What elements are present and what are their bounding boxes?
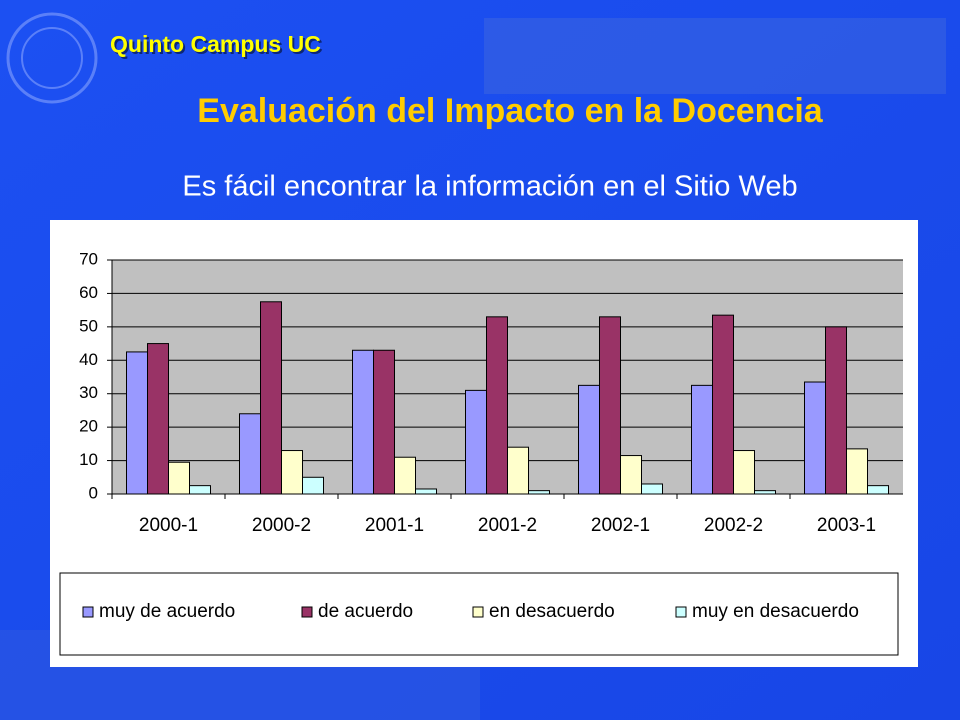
- bar: [302, 476, 324, 495]
- bar: [465, 389, 487, 495]
- x-tick-label: 2002-1: [591, 515, 650, 536]
- brand: Quinto Campus UC: [110, 31, 321, 57]
- x-tick-label: 2002-2: [704, 515, 763, 536]
- x-tick-label: 2000-2: [252, 515, 311, 536]
- y-tick-label: 30: [79, 383, 98, 402]
- legend: [59, 572, 899, 656]
- bar: [528, 490, 550, 495]
- chart-title: Es fácil encontrar la información en el …: [182, 171, 797, 203]
- brand-shadow: Quinto Campus UC: [112, 33, 323, 59]
- bar: [867, 485, 889, 495]
- y-tick-label: 50: [79, 316, 98, 335]
- y-tick-label: 70: [79, 249, 98, 268]
- bar: [486, 316, 508, 495]
- x-tick-label: 2000-1: [139, 515, 198, 536]
- x-tick-label: 2001-2: [478, 515, 537, 536]
- bar: [373, 349, 395, 495]
- legend-swatch: [82, 606, 94, 618]
- bar: [394, 456, 416, 495]
- bar: [825, 326, 847, 495]
- legend-label: muy en desacuerdo: [692, 601, 859, 622]
- bar: [733, 450, 755, 495]
- bar: [352, 349, 374, 495]
- bar: [126, 351, 148, 495]
- bar: [168, 461, 190, 495]
- legend-swatch: [675, 606, 687, 618]
- bar: [260, 301, 282, 495]
- bar: [754, 490, 776, 495]
- bar: [507, 446, 529, 495]
- slide-title: Evaluación del Impacto en la Docencia: [197, 92, 824, 130]
- bar: [281, 450, 303, 495]
- bar: [189, 485, 211, 495]
- y-tick-label: 60: [79, 283, 98, 302]
- y-tick-label: 40: [79, 350, 98, 369]
- x-tick-label: 2001-1: [365, 515, 424, 536]
- bar: [641, 483, 663, 495]
- bar: [846, 448, 868, 495]
- bar: [239, 413, 261, 495]
- bar: [578, 384, 600, 495]
- y-tick-label: 20: [79, 417, 98, 436]
- bar: [804, 381, 826, 495]
- bar: [147, 343, 169, 495]
- legend-swatch: [472, 606, 484, 618]
- bar: [415, 488, 437, 495]
- y-tick-label: 10: [79, 450, 98, 469]
- y-tick-label: 0: [89, 483, 98, 502]
- bar: [691, 384, 713, 495]
- legend-label: muy de acuerdo: [99, 601, 235, 622]
- legend-swatch: [301, 606, 313, 618]
- legend-label: en desacuerdo: [489, 601, 615, 622]
- bar: [712, 314, 734, 495]
- legend-label: de acuerdo: [318, 601, 413, 622]
- x-tick-label: 2003-1: [817, 515, 876, 536]
- bar: [599, 316, 621, 495]
- bar: [620, 455, 642, 495]
